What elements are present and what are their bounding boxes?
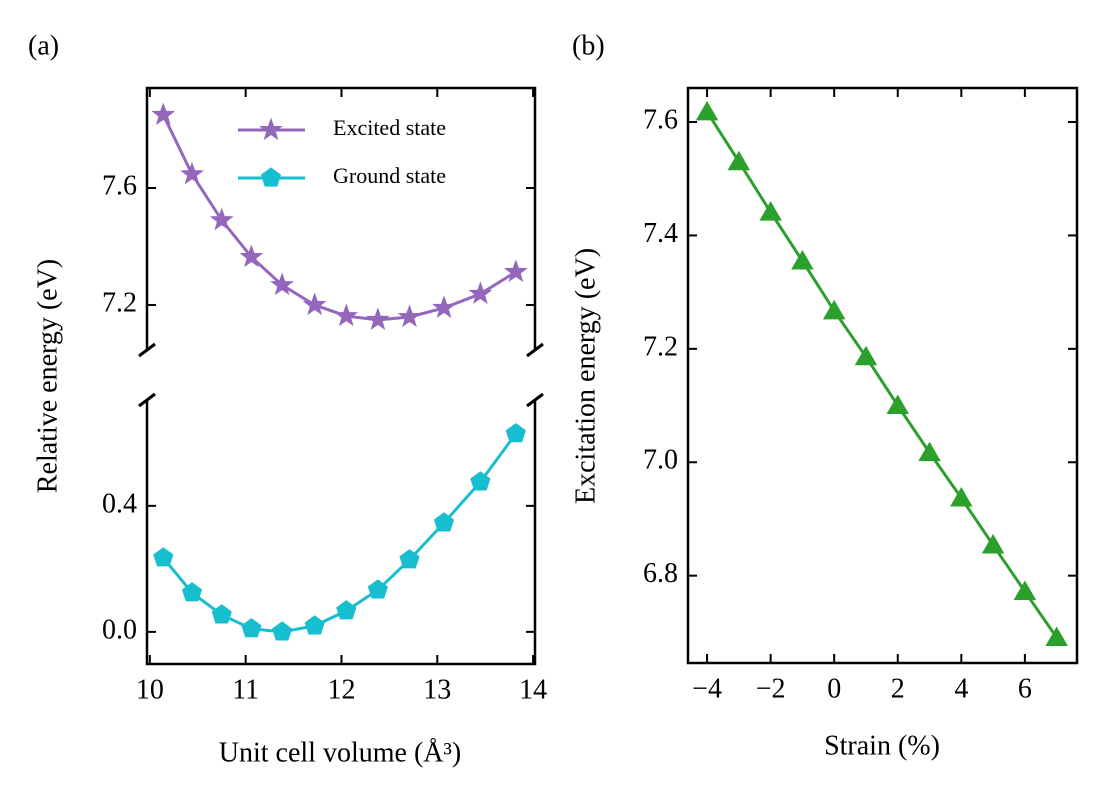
marker [468,281,493,304]
marker [433,512,455,532]
y-tick-label: 7.6 [643,104,678,135]
y-tick-label: 6.8 [643,558,678,589]
y-axis-label: Excitation energy (eV) [570,248,601,504]
axis-break [138,342,544,408]
marker [822,299,846,320]
x-axis-label: Unit cell volume (Å³) [219,737,461,768]
marker [151,102,176,125]
marker [271,621,293,641]
marker [334,303,359,327]
marker [181,582,203,602]
x-tick-label: 6 [1018,673,1032,704]
marker [791,249,814,270]
marker [336,600,357,620]
marker [981,534,1005,554]
panel-label: (a) [28,30,59,61]
series-line [705,111,1058,639]
marker [211,604,232,624]
x-tick-label: 2 [891,673,905,704]
marker [505,423,526,443]
marker [397,304,422,328]
y-tick-label: 7.4 [643,218,678,249]
x-tick-label: 10 [136,674,164,705]
marker [270,272,294,296]
marker [399,549,420,569]
marker [503,259,528,283]
marker [470,471,491,491]
marker [759,201,782,221]
x-tick-label: 14 [519,674,547,705]
marker [854,345,878,366]
y-axis-label: Relative energy (eV) [32,259,63,493]
marker [239,244,264,268]
x-tick-label: 0 [827,673,841,704]
marker [1013,580,1037,601]
legend-label: Excited state [333,115,446,140]
x-tick-label: 4 [954,673,968,704]
x-tick-label: 12 [327,674,355,705]
marker [886,394,910,415]
y-tick-label: 7.2 [643,331,678,362]
marker [153,547,174,567]
panel-label: (b) [572,30,605,61]
y-tick-label: 7.6 [102,170,137,201]
marker [180,161,204,185]
x-tick-label: −2 [756,673,786,704]
marker [366,307,390,330]
y-tick-label: 7.0 [643,445,678,476]
marker [918,441,941,462]
x-tick-label: −4 [692,673,722,704]
axis-frame [686,86,1079,665]
marker [950,486,973,507]
marker [302,292,327,316]
x-axis-label: Strain (%) [824,730,940,761]
marker [727,150,751,171]
y-tick-label: 7.2 [102,287,137,318]
marker [432,295,456,318]
legend-label: Ground state [333,163,446,188]
legend-marker [260,167,282,187]
x-tick-label: 13 [423,674,451,705]
series-line [162,432,518,634]
marker [1045,626,1068,646]
marker [209,207,234,231]
legend-marker [259,117,283,141]
y-tick-label: 0.0 [102,614,137,645]
y-tick-label: 0.4 [102,488,137,519]
marker [367,579,388,599]
marker [241,618,262,638]
x-tick-label: 11 [232,674,259,705]
marker [695,100,719,121]
marker [304,615,325,635]
